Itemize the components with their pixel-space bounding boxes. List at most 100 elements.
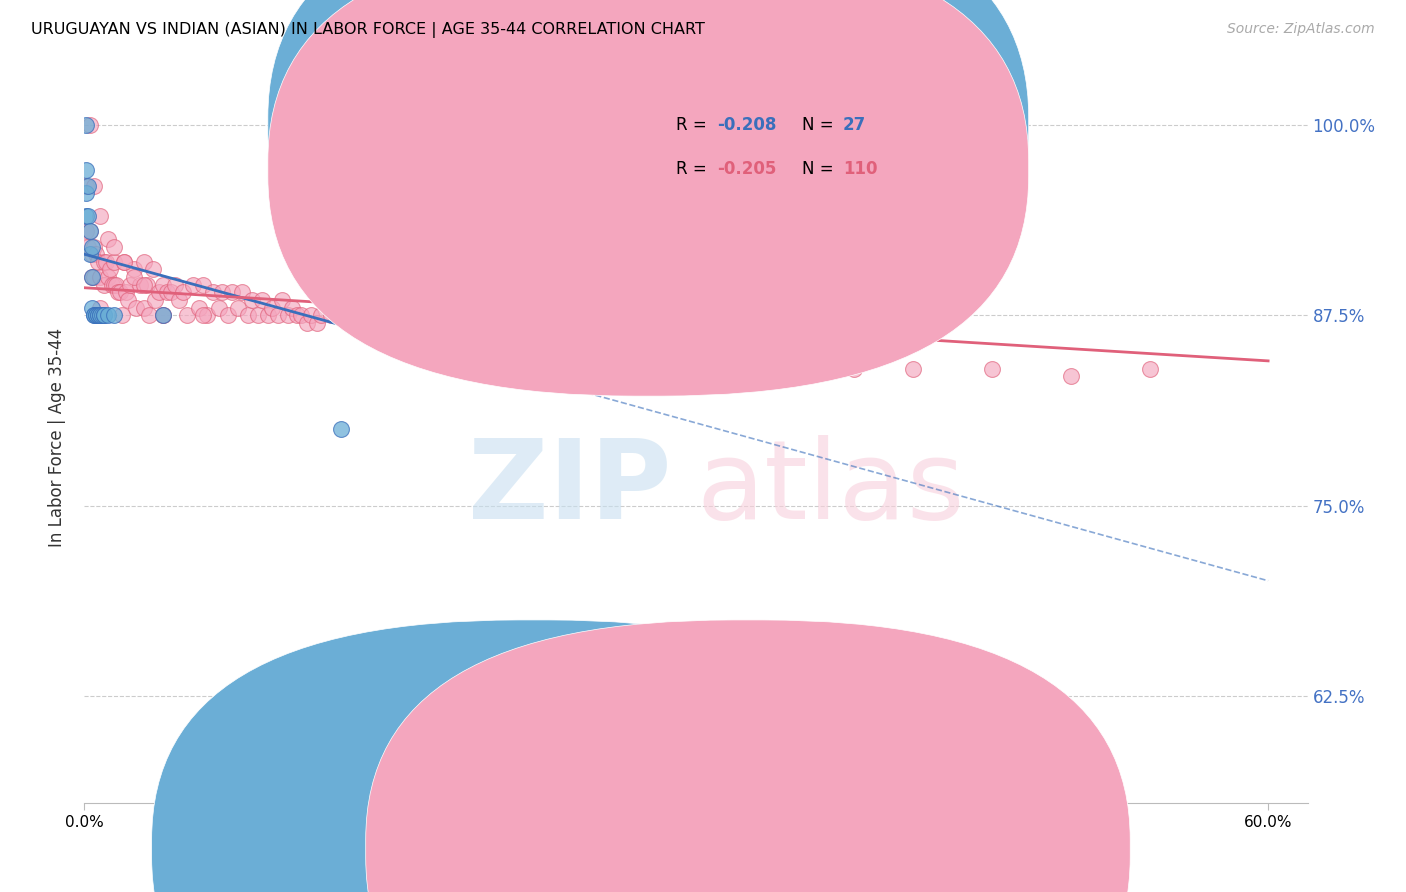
Text: ZIP: ZIP <box>468 434 672 541</box>
Point <box>79 118 101 132</box>
Point <box>84 308 107 322</box>
Point <box>307 316 329 330</box>
Point <box>97 270 120 285</box>
Point <box>980 361 1002 376</box>
Point <box>77 178 100 193</box>
Point <box>1139 361 1161 376</box>
Point <box>136 277 159 292</box>
Point <box>103 277 125 292</box>
Point <box>567 331 589 345</box>
Point <box>89 209 111 223</box>
Point <box>84 308 107 322</box>
Point <box>87 308 110 322</box>
Point <box>97 232 120 246</box>
Point <box>207 301 229 315</box>
Point <box>488 323 510 337</box>
Point <box>339 316 361 330</box>
Point <box>83 308 105 322</box>
Point <box>128 277 150 292</box>
Point <box>217 308 239 322</box>
Point <box>152 308 174 322</box>
Point <box>82 270 104 285</box>
Point <box>103 308 125 322</box>
Point <box>191 308 214 322</box>
Point <box>508 323 530 337</box>
Point <box>98 262 121 277</box>
Point <box>257 308 280 322</box>
Point <box>191 277 214 292</box>
Point <box>89 301 111 315</box>
Text: Indians (Asian): Indians (Asian) <box>773 839 897 857</box>
Point <box>187 301 209 315</box>
Point <box>287 308 309 322</box>
Point <box>117 293 139 307</box>
Point <box>82 239 104 253</box>
Point <box>267 308 290 322</box>
Point <box>160 285 183 300</box>
Point <box>93 277 115 292</box>
Point <box>167 293 190 307</box>
Point <box>75 118 97 132</box>
Point <box>75 186 97 201</box>
Point <box>368 308 391 322</box>
Point <box>93 308 115 322</box>
Point <box>75 163 97 178</box>
Point <box>132 277 155 292</box>
Point <box>527 331 550 345</box>
Point <box>89 308 111 322</box>
Point <box>132 301 155 315</box>
Point <box>89 308 111 322</box>
Point <box>319 308 342 322</box>
Point <box>89 270 111 285</box>
Point <box>156 285 179 300</box>
Point <box>152 308 174 322</box>
Point <box>724 346 747 360</box>
Point <box>409 323 432 337</box>
Point <box>111 308 134 322</box>
Point <box>77 209 100 223</box>
Point <box>181 277 204 292</box>
Point <box>132 255 155 269</box>
Point <box>148 285 170 300</box>
Text: R =: R = <box>676 116 713 134</box>
Point <box>122 270 145 285</box>
Point <box>429 316 451 330</box>
Point <box>152 308 174 322</box>
Point <box>606 338 628 352</box>
Point <box>176 308 198 322</box>
Point <box>97 308 120 322</box>
Point <box>91 308 114 322</box>
Text: -0.208: -0.208 <box>717 116 776 134</box>
Point <box>112 255 135 269</box>
Point <box>118 277 141 292</box>
Text: 27: 27 <box>842 116 866 134</box>
Point <box>280 301 302 315</box>
Point <box>83 308 105 322</box>
Point <box>547 331 569 345</box>
Point <box>83 239 105 253</box>
Point <box>246 308 269 322</box>
Point <box>349 308 371 322</box>
Point <box>299 308 322 322</box>
Point <box>270 293 292 307</box>
Point <box>114 285 136 300</box>
Point <box>226 301 249 315</box>
Y-axis label: In Labor Force | Age 35-44: In Labor Force | Age 35-44 <box>48 327 66 547</box>
FancyBboxPatch shape <box>269 0 1029 352</box>
Point <box>77 239 100 253</box>
Point <box>240 293 263 307</box>
FancyBboxPatch shape <box>152 620 917 892</box>
Point <box>290 308 312 322</box>
Point <box>79 247 101 261</box>
Point <box>83 178 105 193</box>
Point <box>389 316 412 330</box>
Point <box>260 301 283 315</box>
Point <box>165 277 187 292</box>
Point <box>201 285 224 300</box>
Point <box>359 316 381 330</box>
Point <box>93 308 115 322</box>
Point <box>108 285 131 300</box>
Point <box>195 308 218 322</box>
Point <box>277 308 299 322</box>
Point <box>124 301 146 315</box>
